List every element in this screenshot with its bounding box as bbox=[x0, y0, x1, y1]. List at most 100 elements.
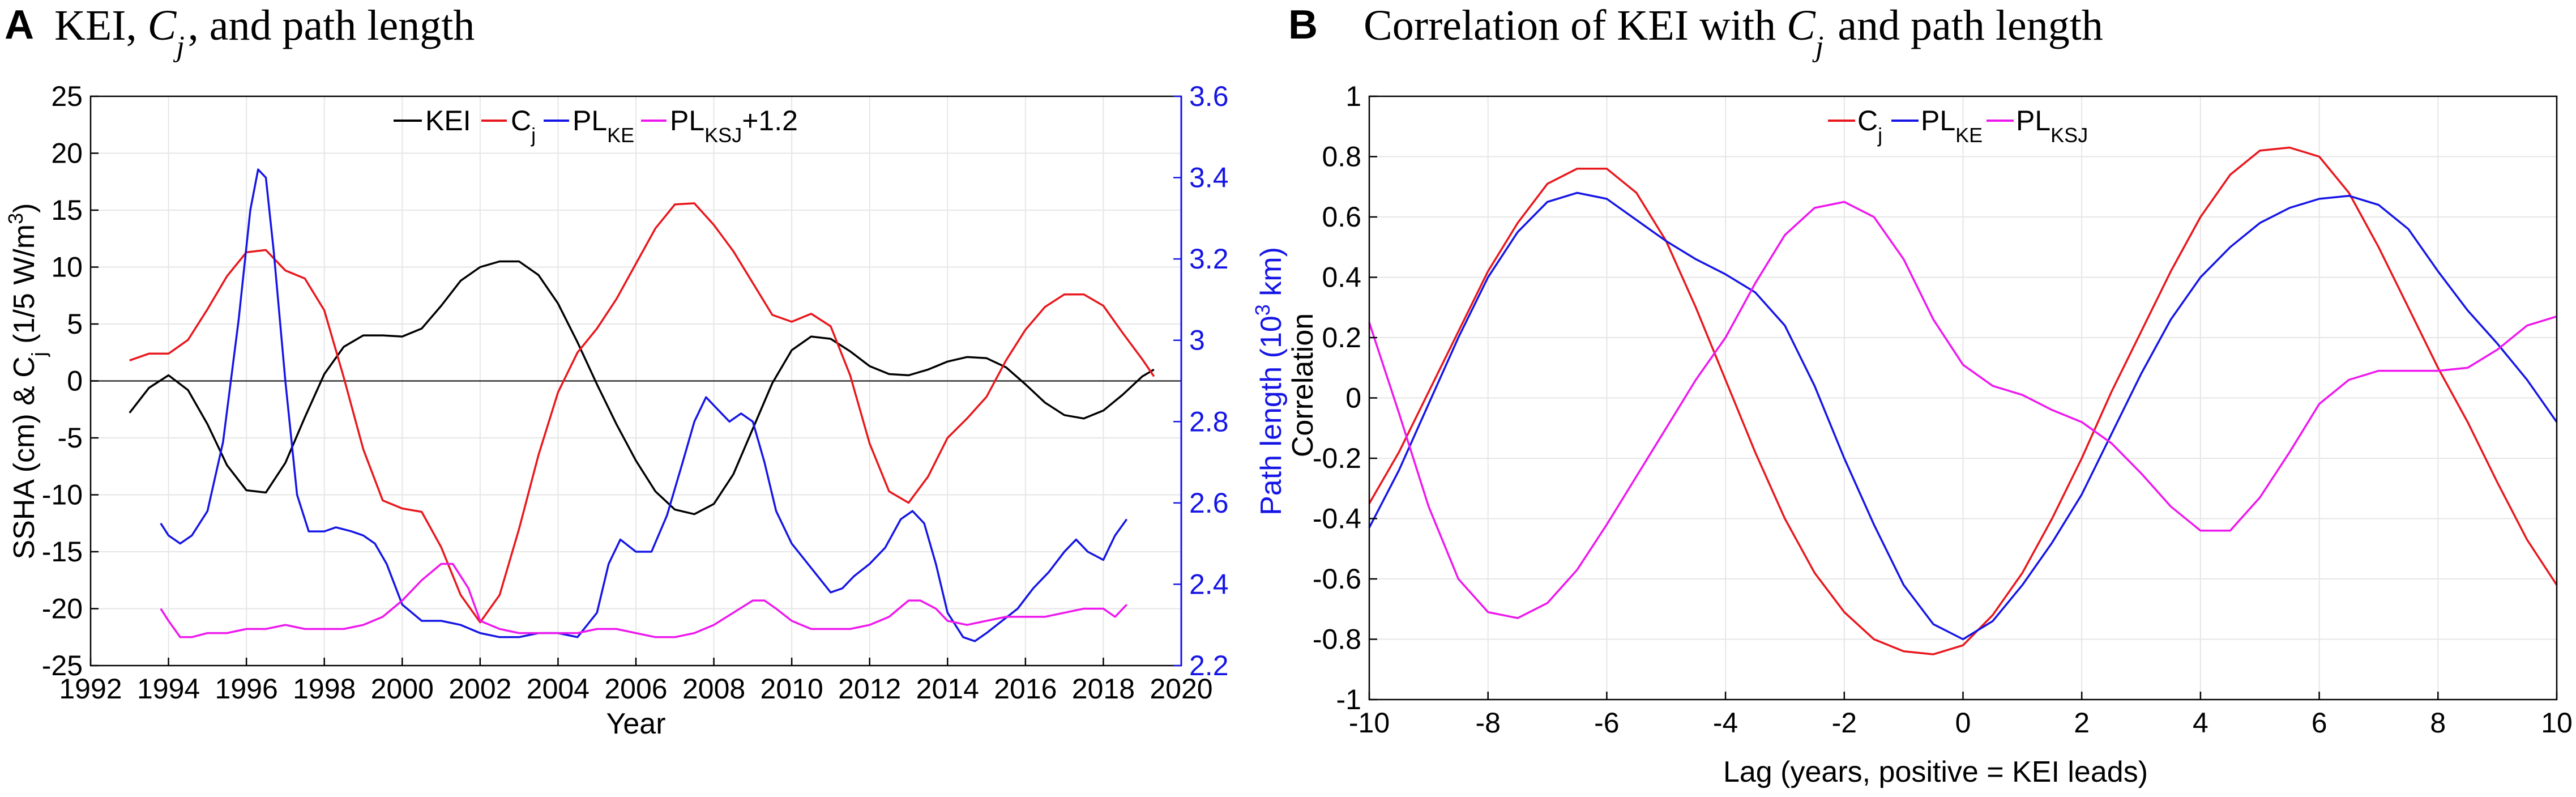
panel-a-y2-ticks: 2.2 2.4 2.6 2.8 3 3.2 3.4 3.6 bbox=[1173, 80, 1229, 681]
y-tick-label: -20 bbox=[42, 593, 83, 625]
x-tick-label: 2014 bbox=[916, 673, 979, 705]
y2-tick-label: 2.6 bbox=[1189, 487, 1229, 519]
y-tick-label: 15 bbox=[51, 194, 83, 226]
x-tick-label: 2008 bbox=[682, 673, 745, 705]
x-tick-label: 4 bbox=[2193, 707, 2208, 739]
y-tick-label: -1 bbox=[1336, 684, 1361, 715]
panel-a-y-label-sub: j bbox=[27, 352, 50, 357]
panel-a-x-ticks: 1992 1994 1996 1998 2000 2002 2004 2006 2008 2010… bbox=[59, 658, 1213, 705]
panel-b-title-var-sub: j bbox=[1812, 31, 1823, 63]
y-tick-label: -0.2 bbox=[1313, 442, 1361, 474]
legend-b-plksj-label: PLKSJ bbox=[2016, 105, 2088, 147]
legend-a-kei-text: KEI bbox=[425, 105, 471, 137]
y-tick-label: 10 bbox=[51, 252, 83, 283]
panel-b: B Correlation of KEI with Cj and path le… bbox=[1287, 2, 2573, 789]
panel-b-title: Correlation of KEI with Cj and path leng… bbox=[1364, 2, 2103, 63]
series-line-kei bbox=[129, 260, 1155, 515]
y-tick-label: 5 bbox=[67, 308, 83, 340]
y-tick-label: 1 bbox=[1345, 80, 1361, 112]
legend-a-plke-text: PL bbox=[573, 105, 607, 137]
panel-a-y2-label-end: km) bbox=[1255, 247, 1288, 304]
x-tick-label: 2012 bbox=[838, 673, 901, 705]
legend-b-cj-label: Cj bbox=[1857, 105, 1882, 147]
panel-a-title-var-sub: j bbox=[173, 31, 184, 63]
series-line-cj bbox=[1368, 146, 2558, 655]
x-tick-label: 2 bbox=[2074, 707, 2090, 739]
x-tick-label: 1996 bbox=[215, 673, 278, 705]
legend-b-plke-text: PL bbox=[1921, 105, 1955, 137]
y-tick-label: -25 bbox=[42, 650, 83, 681]
y-tick-label: -5 bbox=[58, 422, 83, 454]
panel-a-legend: KEI Cj PLKE PLKSJ+1.2 bbox=[394, 105, 798, 147]
legend-b-plksj-text: PL bbox=[2016, 105, 2050, 137]
panel-a-y2-label-sup: 3 bbox=[1251, 304, 1274, 316]
panel-b-label: B bbox=[1288, 2, 1318, 48]
x-tick-label: 2020 bbox=[1150, 673, 1212, 705]
x-tick-label: -2 bbox=[1832, 707, 1857, 739]
legend-a-cj-text: C bbox=[511, 105, 531, 137]
y2-tick-label: 2.8 bbox=[1189, 406, 1229, 437]
series-line-pl_ke bbox=[1368, 191, 2558, 641]
y-tick-label: 0.2 bbox=[1322, 322, 1361, 353]
panel-a-y-label-main: SSHA (cm) & C bbox=[8, 356, 41, 559]
series-line-pl_ksj bbox=[1368, 201, 2557, 619]
x-tick-label: -8 bbox=[1475, 707, 1500, 739]
panel-a-x-label: Year bbox=[606, 708, 665, 740]
x-tick-label: 10 bbox=[2541, 707, 2573, 739]
x-tick-label: 1992 bbox=[59, 673, 122, 705]
panel-b-series bbox=[1368, 146, 2558, 655]
panel-a-title-suffix: , and path length bbox=[188, 2, 475, 49]
x-tick-label: 1998 bbox=[293, 673, 356, 705]
y2-tick-label: 3.2 bbox=[1189, 243, 1229, 275]
y-tick-label: 0.8 bbox=[1322, 141, 1361, 173]
legend-a-cj-label: Cj bbox=[511, 105, 536, 147]
panel-a-series bbox=[129, 168, 1155, 642]
y-tick-label: -0.4 bbox=[1313, 503, 1361, 535]
x-tick-label: 0 bbox=[1955, 707, 1971, 739]
x-tick-label: -10 bbox=[1349, 707, 1390, 739]
y-tick-label: -0.8 bbox=[1313, 624, 1361, 655]
panel-a-label: A bbox=[5, 2, 34, 48]
x-tick-label: 8 bbox=[2430, 707, 2446, 739]
y-tick-label: -0.6 bbox=[1313, 563, 1361, 595]
panel-b-title-prefix: Correlation of KEI with bbox=[1364, 2, 1787, 49]
x-tick-label: 2018 bbox=[1072, 673, 1135, 705]
panel-a-y-label-mid: (1/5 W/m bbox=[8, 224, 41, 352]
y-tick-label: 0 bbox=[67, 365, 83, 397]
panel-a-title-prefix: KEI, bbox=[54, 2, 148, 49]
panel-a-y2-label-main: Path length (10 bbox=[1255, 316, 1288, 515]
y-tick-label: 0.6 bbox=[1322, 201, 1361, 233]
x-tick-label: 1994 bbox=[137, 673, 200, 705]
panel-a-y2-label: Path length (103 km) bbox=[1251, 247, 1288, 515]
panel-a-y-ticks: -25 -20 -15 -10 -5 0 5 10 15 20 25 bbox=[42, 80, 99, 681]
y-tick-label: 0 bbox=[1345, 382, 1361, 414]
legend-b-plksj-sub: KSJ bbox=[2050, 123, 2088, 147]
legend-a-plksj-label: PLKSJ+1.2 bbox=[670, 105, 798, 147]
legend-b-plke-sub: KE bbox=[1955, 123, 1983, 147]
y2-tick-label: 3.6 bbox=[1189, 80, 1229, 112]
legend-b-cj-text: C bbox=[1857, 105, 1878, 137]
x-tick-label: 2000 bbox=[371, 673, 434, 705]
panel-a-y-label-end: ) bbox=[8, 203, 41, 213]
series-line-pl_ksj bbox=[160, 562, 1127, 638]
legend-a-plke-sub: KE bbox=[607, 123, 634, 147]
x-tick-label: -6 bbox=[1594, 707, 1619, 739]
y-tick-label: 20 bbox=[51, 138, 83, 169]
x-tick-label: 2006 bbox=[604, 673, 667, 705]
x-tick-label: 6 bbox=[2312, 707, 2327, 739]
legend-a-plksj-suffix: +1.2 bbox=[742, 105, 798, 137]
panel-a: A KEI, Cj, and path length 1992 1994 1996 1… bbox=[4, 2, 1288, 740]
x-tick-label: 2002 bbox=[448, 673, 511, 705]
panel-b-legend: Cj PLKE PLKSJ bbox=[1828, 105, 2088, 147]
panel-a-y-label: SSHA (cm) & Cj (1/5 W/m3) bbox=[4, 203, 50, 560]
y2-tick-label: 2.4 bbox=[1189, 568, 1229, 600]
series-line-pl_ke bbox=[160, 168, 1128, 642]
panel-b-x-label: Lag (years, positive = KEI leads) bbox=[1723, 756, 2148, 789]
x-tick-label: 2010 bbox=[761, 673, 823, 705]
legend-a-plksj-sub: KSJ bbox=[704, 123, 742, 147]
panel-a-y-label-sup: 3 bbox=[4, 213, 27, 224]
y-tick-label: 25 bbox=[51, 80, 83, 112]
legend-a-plksj-text: PL bbox=[670, 105, 704, 137]
y2-tick-label: 3.4 bbox=[1189, 162, 1229, 194]
